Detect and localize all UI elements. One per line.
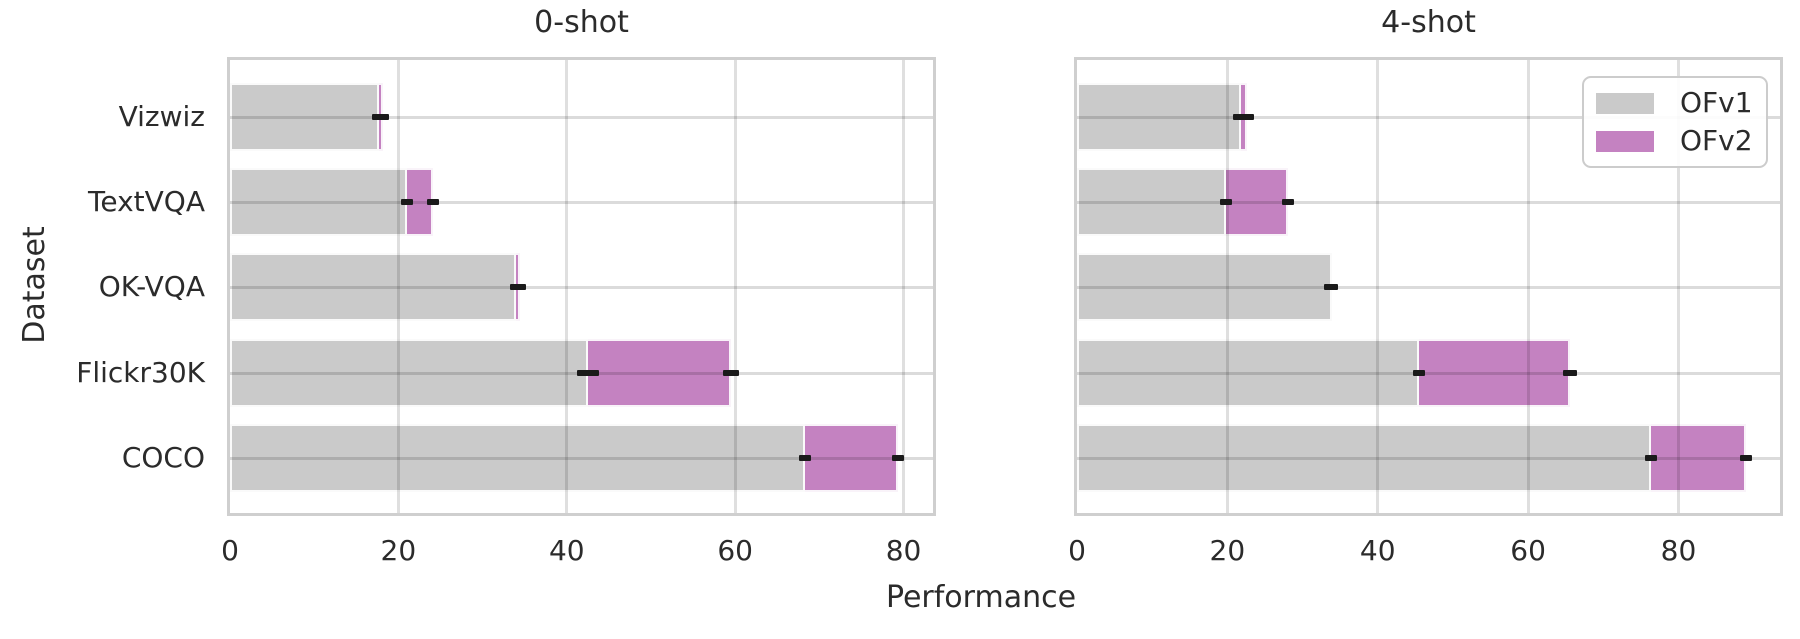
- gridline-x-80: [1676, 60, 1680, 513]
- category-label-textvqa: TextVQA: [88, 185, 205, 218]
- error-bar-ofv2-flickr30k: [722, 370, 740, 376]
- bar-ofv1-ok-vqa: [1077, 253, 1332, 321]
- legend-swatch-ofv1: [1596, 92, 1654, 114]
- x-tick-label: 80: [1660, 534, 1697, 567]
- category-label-coco: COCO: [121, 441, 205, 474]
- error-bar-ofv2-coco: [892, 455, 905, 461]
- gridline-x-60: [1526, 60, 1530, 513]
- gridline-x-40: [1376, 60, 1380, 513]
- gridline-y-vizwiz: [1077, 115, 1780, 119]
- gridline-x-20: [396, 60, 400, 513]
- x-tick-label: 60: [717, 534, 753, 567]
- error-bar-ofv2-textvqa: [1281, 199, 1294, 205]
- legend-item-ofv2: OFv2: [1596, 126, 1754, 156]
- error-bar-ofv1-flickr30k: [576, 370, 599, 376]
- error-bar-ofv1-textvqa: [400, 199, 413, 205]
- plot-inner-0-shot: 0 20 40 60 80: [221, 60, 933, 567]
- error-bar-ofv2-vizwiz: [1240, 114, 1254, 120]
- error-bar-ofv2-textvqa: [426, 199, 439, 205]
- legend-label-ofv1: OFv1: [1680, 86, 1753, 119]
- category-label-ok-vqa: OK-VQA: [98, 270, 205, 303]
- plot-inner-4-shot: 0 20 40 60 80: [1068, 60, 1780, 567]
- gridline-y-vizwiz: [230, 115, 933, 119]
- gridline-y-textvqa: [1077, 200, 1780, 204]
- legend-swatch-ofv2: [1596, 130, 1654, 152]
- error-bar-ofv1-coco: [1644, 455, 1657, 461]
- gridline-x-80: [902, 60, 906, 513]
- x-axis-label: Performance: [885, 580, 1077, 615]
- bar-ofv1-textvqa: [1077, 168, 1226, 236]
- plot-area-0-shot: 0 20 40 60 80: [221, 57, 936, 567]
- gridline-y-flickr30k: [1077, 371, 1780, 375]
- x-tick-label: 20: [380, 534, 417, 567]
- category-label-flickr30k: Flickr30K: [76, 356, 205, 389]
- panel-title-0-shot: 0-shot: [534, 5, 629, 40]
- bar-ofv1-vizwiz: [1077, 83, 1241, 151]
- legend-item-ofv1: OFv1: [1596, 88, 1754, 118]
- x-tick-label: 0: [221, 534, 239, 567]
- gridline-y-ok-vqa: [230, 285, 933, 289]
- error-bar-ofv2-vizwiz: [377, 114, 390, 120]
- x-tick-label: 40: [548, 534, 585, 567]
- error-bar-ofv2-coco: [1740, 455, 1753, 461]
- category-label-vizwiz: Vizwiz: [118, 100, 205, 133]
- error-bar-ofv2-ok-vqa: [514, 284, 527, 290]
- bar-ofv1-flickr30k: [230, 339, 588, 407]
- x-tick-label: 40: [1359, 534, 1396, 567]
- legend: OFv1 OFv2: [1582, 76, 1768, 168]
- gridline-x-60: [733, 60, 737, 513]
- gridline-x-40: [565, 60, 569, 513]
- legend-label-ofv2: OFv2: [1680, 124, 1753, 157]
- error-bar-ofv2-ok-vqa: [1324, 284, 1337, 290]
- error-bar-ofv1-flickr30k: [1413, 370, 1426, 376]
- bar-ofv1-ok-vqa: [230, 253, 517, 321]
- bar-ofv1-flickr30k: [1077, 339, 1420, 407]
- gridline-y-coco: [1077, 456, 1780, 460]
- x-tick-label: 0: [1068, 534, 1086, 567]
- gridline-y-textvqa: [230, 200, 933, 204]
- x-tick-label: 80: [885, 534, 922, 567]
- error-bar-ofv1-textvqa: [1219, 199, 1232, 205]
- x-tick-label: 20: [1209, 534, 1246, 567]
- bar-ofv1-vizwiz: [230, 83, 380, 151]
- error-bar-ofv2-flickr30k: [1563, 370, 1577, 376]
- x-tick-label: 60: [1510, 534, 1546, 567]
- error-bar-ofv1-coco: [799, 455, 812, 461]
- panel-title-4-shot: 4-shot: [1381, 5, 1476, 40]
- gridline-y-coco: [230, 456, 933, 460]
- bar-ofv1-coco: [1077, 424, 1651, 492]
- gridline-x-20: [1225, 60, 1229, 513]
- gridline-y-ok-vqa: [1077, 285, 1780, 289]
